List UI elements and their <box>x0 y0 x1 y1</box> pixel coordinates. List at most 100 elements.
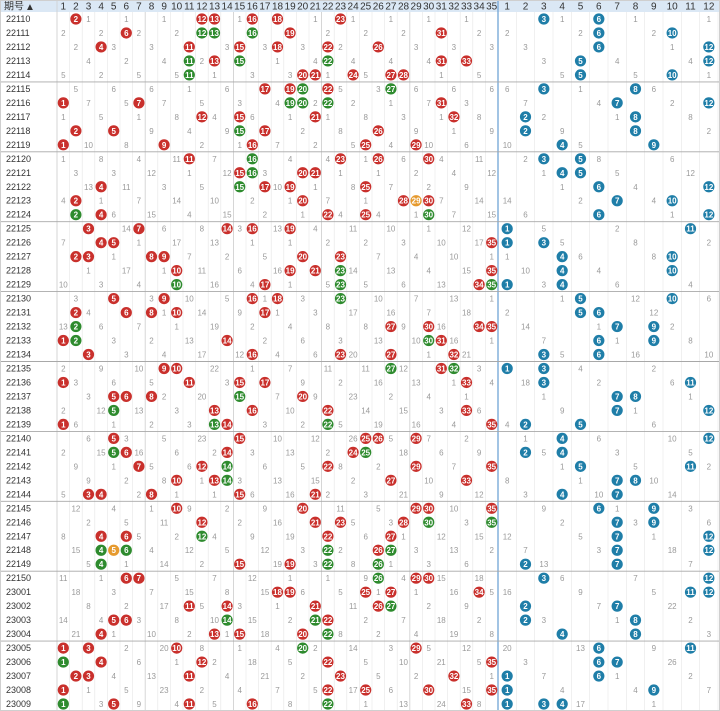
front-miss-count: 10 <box>399 658 408 667</box>
front-ball-number: 19 <box>286 99 295 108</box>
front-miss-count: 2 <box>212 658 217 667</box>
front-miss-count: 15 <box>311 476 320 485</box>
back-miss-count: 26 <box>668 658 677 667</box>
front-miss-count: 2 <box>263 337 268 346</box>
front-miss-count: 2 <box>162 392 167 401</box>
front-ball-number: 15 <box>235 560 244 569</box>
back-miss-count: 3 <box>523 490 528 499</box>
front-ball-number: 3 <box>86 490 91 499</box>
front-ball <box>360 586 372 598</box>
front-miss-count: 9 <box>225 127 230 136</box>
back-miss-count: 8 <box>688 337 693 346</box>
front-ball <box>334 279 347 291</box>
front-ball <box>259 181 271 193</box>
front-miss-count: 1 <box>313 15 318 24</box>
back-ball-number: 12 <box>704 588 713 597</box>
front-miss-count: 3 <box>439 406 444 415</box>
back-ball <box>574 69 587 81</box>
front-miss-count: 3 <box>288 71 293 80</box>
front-miss-count: 1 <box>326 113 331 122</box>
front-ball-number: 20 <box>298 504 307 513</box>
front-ball <box>385 586 397 598</box>
back-miss-count: 2 <box>578 29 583 38</box>
front-miss-count: 14 <box>197 309 206 318</box>
period-label: 22129 <box>6 280 31 290</box>
front-ball-number: 26 <box>374 602 383 611</box>
back-ball-number: 11 <box>686 462 695 471</box>
front-ball <box>322 418 334 431</box>
period-label: 22147 <box>6 531 31 541</box>
front-miss-count: 17 <box>172 239 181 248</box>
front-ball-number: 15 <box>235 113 244 122</box>
front-ball-number: 1 <box>61 658 66 667</box>
back-miss-count: 6 <box>615 281 620 290</box>
front-miss-count: 23 <box>197 434 206 443</box>
front-ball <box>246 167 258 179</box>
back-ball <box>574 292 587 305</box>
back-miss-count: 18 <box>521 378 530 387</box>
period-label: 22148 <box>6 545 31 555</box>
back-ball <box>593 334 605 347</box>
front-miss-count: 4 <box>313 225 318 234</box>
front-ball <box>372 125 384 137</box>
front-miss-count: 2 <box>212 448 217 457</box>
front-miss-count: 4 <box>338 211 343 220</box>
front-miss-count: 7 <box>326 197 331 206</box>
front-miss-count: 20 <box>160 644 169 653</box>
back-ball <box>501 279 513 291</box>
back-ball <box>703 530 715 542</box>
period-label: 22110 <box>6 14 30 24</box>
front-miss-count: 5 <box>426 644 431 653</box>
front-miss-count: 6 <box>149 85 154 94</box>
front-ball <box>309 265 321 277</box>
front-ball <box>208 13 221 25</box>
front-ball-number: 31 <box>437 57 446 66</box>
front-miss-count: 14 <box>122 225 131 234</box>
front-miss-count: 15 <box>147 211 156 220</box>
back-miss-count: 14 <box>668 490 677 499</box>
front-miss-count: 3 <box>489 43 494 52</box>
back-ball <box>593 656 605 668</box>
back-ball <box>684 642 697 654</box>
front-ball <box>309 516 321 528</box>
front-ball <box>322 209 334 221</box>
front-ball <box>158 362 170 375</box>
front-miss-count: 1 <box>263 295 268 304</box>
front-ball-number: 31 <box>437 364 446 373</box>
back-miss-count: 12 <box>649 309 658 318</box>
back-miss-count: 1 <box>560 183 565 192</box>
front-ball <box>486 684 498 696</box>
front-ball <box>196 27 208 39</box>
front-miss-count: 2 <box>225 504 230 513</box>
front-miss-count: 8 <box>99 155 104 164</box>
back-miss-count: 1 <box>505 253 510 262</box>
back-miss-count: 4 <box>633 686 638 695</box>
front-ball <box>423 195 435 207</box>
front-miss-count: 18 <box>399 448 408 457</box>
period-label: 23008 <box>6 685 31 695</box>
front-miss-count: 3 <box>250 71 255 80</box>
front-ball-number: 6 <box>124 532 129 541</box>
front-miss-count: 5 <box>477 658 482 667</box>
front-ball <box>183 376 195 389</box>
up-arrow-icon[interactable]: ▲ <box>25 2 35 13</box>
front-ball <box>95 181 107 193</box>
front-ball-number: 2 <box>74 253 79 262</box>
front-ball <box>486 656 498 668</box>
front-ball-number: 15 <box>235 378 244 387</box>
front-ball-number: 21 <box>311 113 320 122</box>
front-miss-count: 26 <box>349 434 358 443</box>
front-ball-number: 17 <box>260 309 269 318</box>
front-ball <box>473 586 485 598</box>
front-miss-count: 5 <box>225 546 230 555</box>
back-miss-count: 2 <box>542 113 547 122</box>
front-ball <box>196 111 208 123</box>
front-ball-number: 25 <box>361 448 370 457</box>
back-ball-number: 5 <box>578 169 583 178</box>
front-ball <box>95 656 107 668</box>
back-miss-count: 8 <box>633 239 638 248</box>
front-ball <box>334 348 347 361</box>
front-ball-number: 29 <box>412 644 421 653</box>
front-ball <box>360 684 372 696</box>
front-ball-number: 32 <box>449 351 458 360</box>
